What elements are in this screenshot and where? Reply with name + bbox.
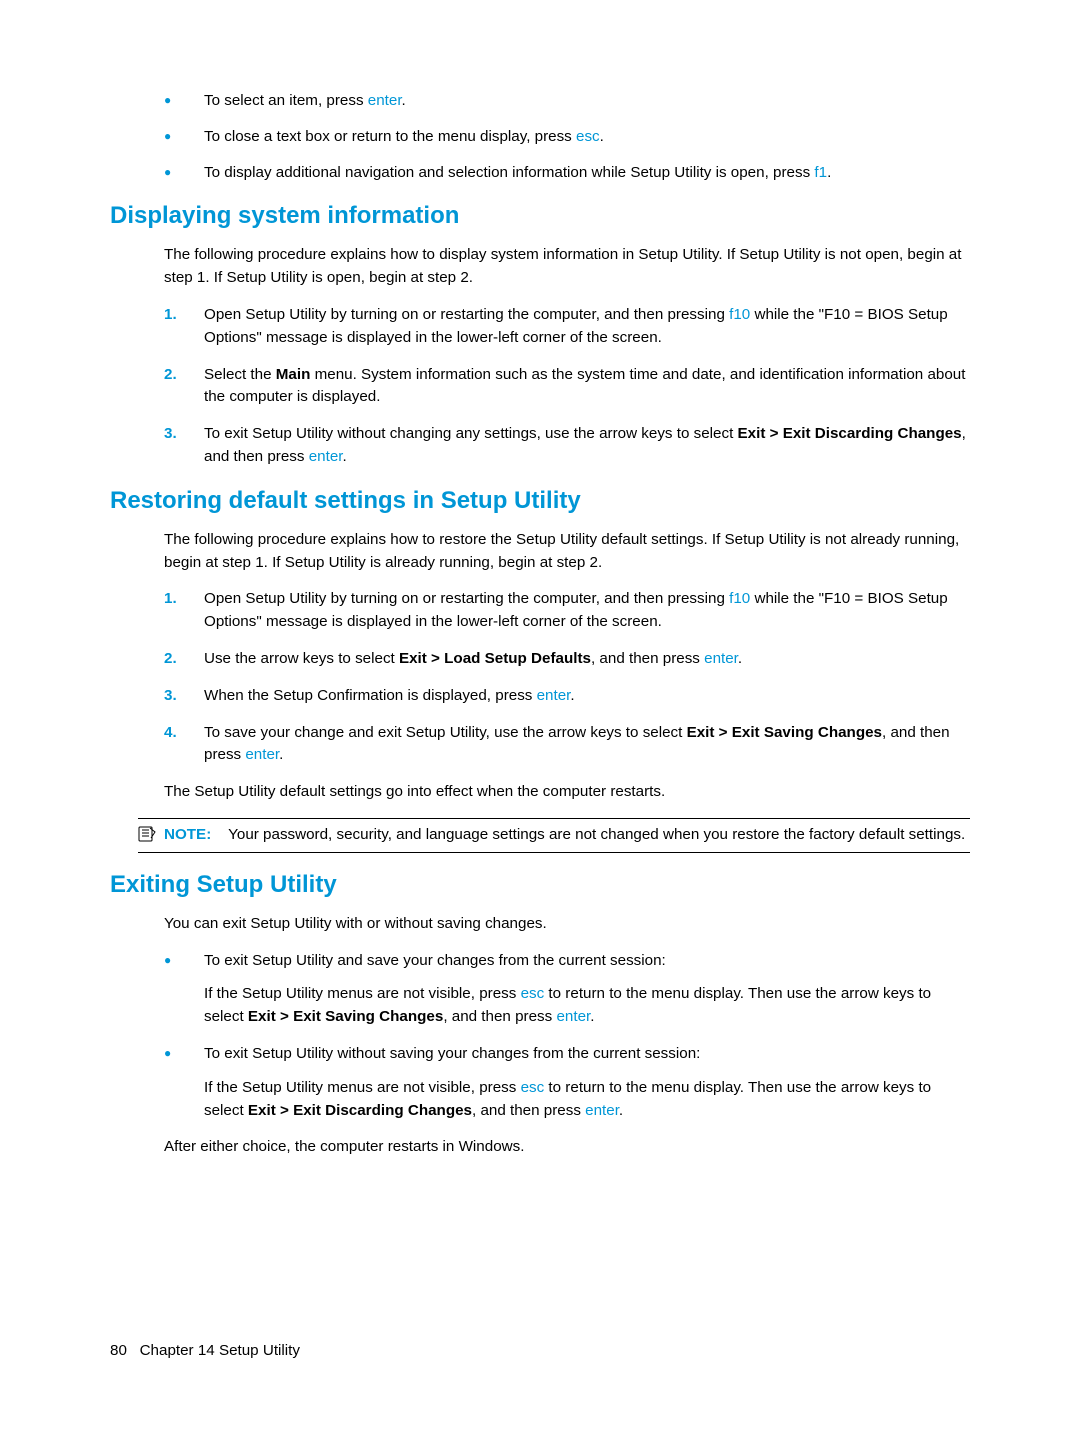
step-text: When the Setup Confirmation is displayed… — [204, 687, 575, 704]
step-number: 1. — [164, 588, 177, 611]
section2-steps: 1. Open Setup Utility by turning on or re… — [164, 588, 970, 767]
section-heading-exiting: Exiting Setup Utility — [110, 871, 970, 899]
bullet-text-post: . — [600, 128, 604, 145]
section-heading-restoring: Restoring default settings in Setup Util… — [110, 487, 970, 515]
list-item: To exit Setup Utility without saving you… — [164, 1043, 970, 1066]
list-item: To close a text box or return to the men… — [164, 126, 970, 149]
bullet-text-post: . — [402, 92, 406, 109]
section3-after: After either choice, the computer restar… — [164, 1136, 970, 1159]
step-number: 1. — [164, 304, 177, 327]
step-item: 3. To exit Setup Utility without changing… — [164, 423, 970, 469]
page-content: To select an item, press enter. To close… — [0, 0, 1080, 1159]
section1-intro: The following procedure explains how to … — [164, 244, 970, 290]
step-number: 3. — [164, 685, 177, 708]
step-item: 1. Open Setup Utility by turning on or re… — [164, 588, 970, 634]
section3-intro: You can exit Setup Utility with or witho… — [164, 913, 970, 936]
step-text: Open Setup Utility by turning on or rest… — [204, 306, 948, 346]
chapter-label: Chapter 14 Setup Utility — [140, 1342, 300, 1359]
step-item: 3. When the Setup Confirmation is display… — [164, 685, 970, 708]
top-bullet-list: To select an item, press enter. To close… — [164, 90, 970, 184]
note-box: NOTE: Your password, security, and langu… — [138, 818, 970, 853]
step-item: 2. Select the Main menu. System informati… — [164, 364, 970, 410]
step-number: 2. — [164, 364, 177, 387]
key-name: f1 — [814, 164, 827, 181]
step-number: 2. — [164, 648, 177, 671]
page-footer: 80 Chapter 14 Setup Utility — [110, 1342, 300, 1359]
step-item: 2. Use the arrow keys to select Exit > Lo… — [164, 648, 970, 671]
bullet-lead: To exit Setup Utility and save your chan… — [204, 952, 666, 969]
step-text: Use the arrow keys to select Exit > Load… — [204, 650, 742, 667]
section3-bullets: To exit Setup Utility without saving you… — [164, 1043, 970, 1066]
key-name: enter — [368, 92, 402, 109]
bullet-text-pre: To close a text box or return to the men… — [204, 128, 576, 145]
section2-intro: The following procedure explains how to … — [164, 529, 970, 575]
list-item: To display additional navigation and sel… — [164, 162, 970, 185]
bullet-text-pre: To display additional navigation and sel… — [204, 164, 814, 181]
step-item: 4. To save your change and exit Setup Uti… — [164, 722, 970, 768]
step-item: 1. Open Setup Utility by turning on or re… — [164, 304, 970, 350]
section3-bullets: To exit Setup Utility and save your chan… — [164, 950, 970, 973]
step-text: Select the Main menu. System information… — [204, 366, 965, 406]
step-text: To exit Setup Utility without changing a… — [204, 425, 966, 465]
section-heading-displaying: Displaying system information — [110, 202, 970, 230]
list-item: To exit Setup Utility and save your chan… — [164, 950, 970, 973]
page-number: 80 — [110, 1342, 127, 1359]
note-icon — [138, 826, 156, 842]
bullet-text-pre: To select an item, press — [204, 92, 368, 109]
step-number: 4. — [164, 722, 177, 745]
bullet-detail: If the Setup Utility menus are not visib… — [204, 1077, 970, 1123]
step-text: Open Setup Utility by turning on or rest… — [204, 590, 948, 630]
bullet-text-post: . — [827, 164, 831, 181]
key-name: esc — [576, 128, 600, 145]
bullet-detail: If the Setup Utility menus are not visib… — [204, 983, 970, 1029]
section2-after: The Setup Utility default settings go in… — [164, 781, 970, 804]
step-text: To save your change and exit Setup Utili… — [204, 724, 950, 764]
list-item: To select an item, press enter. — [164, 90, 970, 113]
step-number: 3. — [164, 423, 177, 446]
note-text — [215, 826, 228, 843]
note-body: Your password, security, and language se… — [228, 826, 965, 843]
note-label: NOTE: — [164, 826, 211, 843]
section1-steps: 1. Open Setup Utility by turning on or re… — [164, 304, 970, 469]
bullet-lead: To exit Setup Utility without saving you… — [204, 1045, 700, 1062]
